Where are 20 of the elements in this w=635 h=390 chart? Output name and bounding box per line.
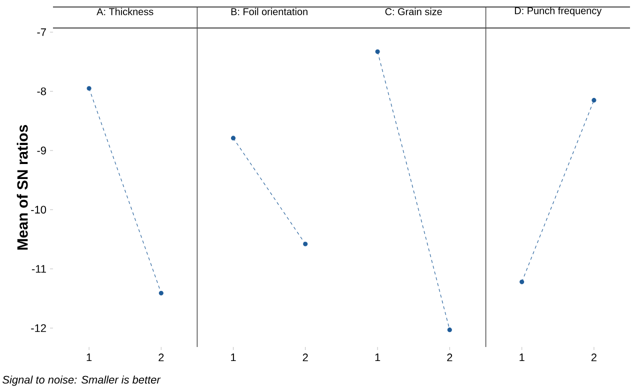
x-tick-label: 2 <box>447 354 452 362</box>
x-tick-label: 1 <box>375 354 380 362</box>
y-tick-label: -7 <box>37 28 46 36</box>
x-tick-label: 1 <box>86 354 92 362</box>
x-tick-label: 2 <box>302 354 308 362</box>
y-tick-label: -11 <box>32 265 46 273</box>
y-axis-title: Mean of SN ratios <box>16 125 28 250</box>
chart-title: B: Foil orientation <box>231 8 308 16</box>
y-tick-label: -10 <box>31 206 46 214</box>
x-tick-label: 2 <box>591 354 596 362</box>
y-tick-label: -8 <box>37 87 46 96</box>
text: Signal to noise: Smaller is better <box>2 376 161 386</box>
chart-title: D: Punch frequency <box>514 6 602 16</box>
chart-title: A: Thickness <box>96 8 154 16</box>
x-tick-label: 1 <box>231 354 236 362</box>
y-tick-label: -12 <box>31 324 46 332</box>
x-tick-label: 1 <box>520 354 524 362</box>
chart-title: C: Grain size <box>385 8 442 16</box>
y-tick-label: -9 <box>37 146 46 154</box>
x-tick-label: 2 <box>158 354 164 362</box>
